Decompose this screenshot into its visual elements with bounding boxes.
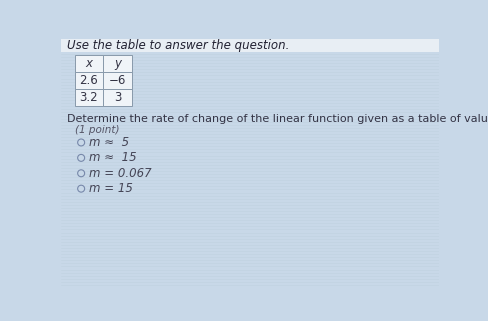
Text: Determine the rate of change of the linear function given as a table of values: Determine the rate of change of the line… <box>67 114 488 124</box>
Bar <box>103 73 132 89</box>
Text: m ≈  5: m ≈ 5 <box>88 136 129 149</box>
Bar <box>75 73 103 89</box>
Text: 3.2: 3.2 <box>80 91 98 104</box>
Circle shape <box>78 170 84 177</box>
Circle shape <box>78 139 84 146</box>
Text: (1 point): (1 point) <box>75 125 120 135</box>
Text: 2.6: 2.6 <box>80 74 98 87</box>
Text: 3: 3 <box>114 91 121 104</box>
Text: m ≈  15: m ≈ 15 <box>88 152 136 164</box>
Circle shape <box>78 154 84 161</box>
Text: m = 0.067: m = 0.067 <box>88 167 151 180</box>
Bar <box>75 89 103 106</box>
Text: m = 15: m = 15 <box>88 182 132 195</box>
Text: y: y <box>114 57 121 70</box>
Text: −6: −6 <box>109 74 126 87</box>
Text: Use the table to answer the question.: Use the table to answer the question. <box>67 39 289 52</box>
Bar <box>61 39 439 52</box>
Bar <box>75 56 103 73</box>
Circle shape <box>78 185 84 192</box>
Bar <box>103 89 132 106</box>
Bar <box>103 56 132 73</box>
Text: x: x <box>85 57 92 70</box>
